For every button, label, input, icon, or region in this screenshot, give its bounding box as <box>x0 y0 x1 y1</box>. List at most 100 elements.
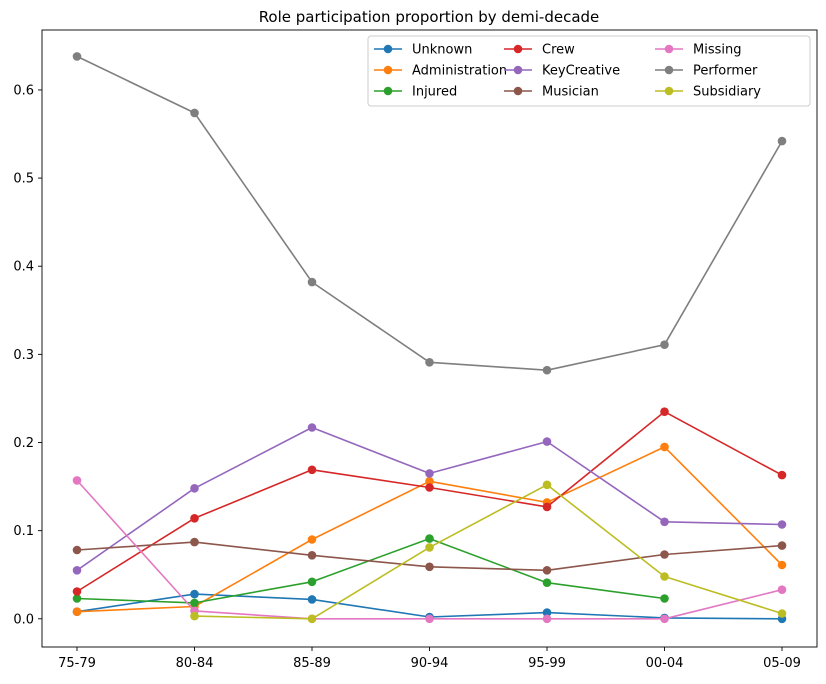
data-point <box>777 585 787 594</box>
data-point <box>190 484 199 493</box>
data-point <box>425 562 434 572</box>
data-point <box>307 577 317 587</box>
data-point <box>777 520 787 529</box>
legend-swatch-marker <box>383 86 393 96</box>
data-point <box>542 365 552 375</box>
legend-swatch-marker <box>664 86 674 96</box>
series-performer <box>72 52 787 375</box>
series-line <box>194 483 783 620</box>
legend-label: Subsidiary <box>693 85 761 100</box>
series-injured <box>72 534 669 608</box>
legend-swatch-marker <box>513 44 523 54</box>
legend-swatch-marker <box>513 86 523 96</box>
data-point <box>190 611 199 621</box>
legend-item: Subsidiary <box>655 85 761 100</box>
data-point <box>542 502 552 512</box>
data-point <box>660 340 669 350</box>
x-tick-label: 00-04 <box>646 656 684 671</box>
plot-area <box>72 52 787 624</box>
legend-label: Unknown <box>412 43 472 58</box>
legend-item: Musician <box>504 85 599 100</box>
data-point <box>72 594 82 603</box>
legend-label: KeyCreative <box>542 64 620 79</box>
y-tick-label: 0.3 <box>13 348 34 363</box>
data-point <box>72 607 82 616</box>
data-point <box>542 578 552 587</box>
data-point <box>307 535 317 544</box>
data-point <box>72 476 82 485</box>
data-point <box>425 469 434 478</box>
data-point <box>777 136 787 146</box>
legend-item: KeyCreative <box>504 64 620 79</box>
data-point <box>190 514 199 523</box>
legend-label: Musician <box>542 85 599 100</box>
legend-item: Missing <box>655 43 741 58</box>
data-point <box>72 566 82 575</box>
legend-item: Performer <box>655 64 758 79</box>
data-point <box>660 517 669 527</box>
data-point <box>425 534 434 543</box>
x-axis: 75-79 80-84 85-89 90-94 95-99 00-04 05-09 <box>58 647 801 671</box>
data-point <box>72 52 82 61</box>
data-point <box>660 550 669 559</box>
legend-swatch-marker <box>383 65 393 75</box>
x-tick-label: 95-99 <box>528 656 566 671</box>
data-point <box>425 543 434 552</box>
data-point <box>777 560 787 570</box>
data-point <box>72 587 82 596</box>
legend-item: Injured <box>374 85 457 100</box>
y-axis: 0.0 0.1 0.2 0.3 0.4 0.5 0.6 <box>13 83 42 627</box>
data-point <box>542 437 552 446</box>
data-point <box>307 614 317 624</box>
data-point <box>425 614 434 624</box>
data-point <box>307 551 317 560</box>
legend-item: Crew <box>504 43 575 58</box>
series-crew <box>72 407 787 596</box>
x-tick-label: 80-84 <box>176 656 214 671</box>
y-tick-label: 0.6 <box>13 83 34 98</box>
series-subsidiary <box>190 480 787 624</box>
data-point <box>660 572 669 581</box>
legend-label: Crew <box>542 43 575 58</box>
series-administration <box>72 442 787 616</box>
y-tick-label: 0.4 <box>13 260 34 275</box>
data-point <box>307 595 317 604</box>
data-point <box>777 541 787 550</box>
data-point <box>660 407 669 417</box>
x-tick-label: 85-89 <box>293 656 331 671</box>
data-point <box>777 470 787 480</box>
data-point <box>307 277 317 287</box>
chart-title: Role participation proportion by demi-de… <box>259 8 600 26</box>
data-point <box>425 477 434 486</box>
legend-label: Administration <box>412 64 507 79</box>
data-point <box>190 589 199 599</box>
data-point <box>307 423 317 432</box>
legend-box <box>367 35 811 107</box>
y-tick-label: 0.1 <box>13 524 34 539</box>
data-point <box>72 545 82 555</box>
series-musician <box>72 537 787 575</box>
legend-label: Performer <box>693 64 758 79</box>
data-point <box>190 108 199 118</box>
data-point <box>542 614 552 624</box>
data-point <box>542 566 552 575</box>
legend-swatch-marker <box>383 44 393 54</box>
data-point <box>542 608 552 617</box>
data-point <box>425 358 434 367</box>
x-tick-label: 05-09 <box>763 656 801 671</box>
legend-swatch-marker <box>664 44 674 54</box>
data-point <box>307 465 317 475</box>
legend-item: Unknown <box>374 43 472 58</box>
data-point <box>777 609 787 618</box>
y-tick-label: 0.2 <box>13 436 34 451</box>
legend: Unknown Administration Injured Crew KeyCreat… <box>367 35 811 107</box>
data-point <box>190 598 199 608</box>
data-point <box>660 614 669 624</box>
data-point <box>660 442 669 452</box>
data-point <box>542 480 552 490</box>
series-keycreative <box>72 423 787 575</box>
series-line <box>76 537 665 604</box>
legend-label: Missing <box>693 43 741 58</box>
y-tick-label: 0.5 <box>13 172 34 187</box>
